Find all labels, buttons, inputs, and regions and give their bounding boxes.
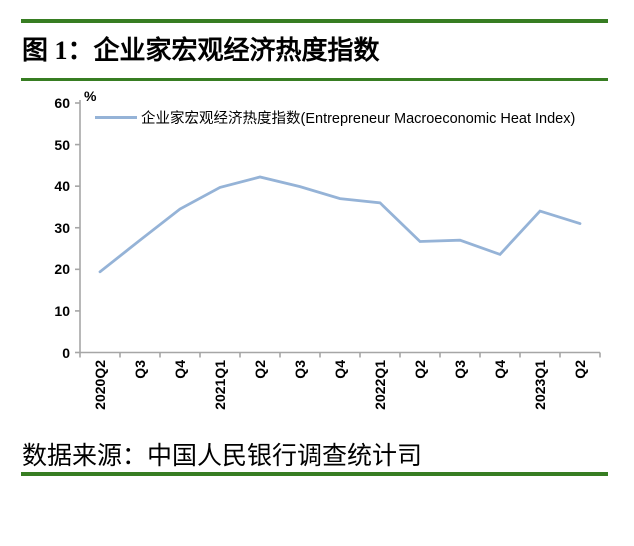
x-tick-label: 2022Q1 [372,360,388,410]
x-tick-label: 2021Q1 [212,360,228,410]
x-tick-label: Q4 [332,360,348,379]
top-divider [21,19,608,23]
x-tick-label: Q4 [492,360,508,379]
heat-index-line-chart: % 企业家宏观经济热度指数(Entrepreneur Macroeconomic… [0,88,634,433]
x-tick-label: Q2 [572,360,588,379]
x-tick-label: Q2 [412,360,428,379]
x-tick-label: Q4 [172,360,188,379]
y-tick-label: 30 [54,219,70,236]
x-tick-label: 2023Q1 [532,360,548,410]
y-tick-label: 20 [54,261,70,278]
figure-title: 图 1：企业家宏观经济热度指数 [22,36,380,65]
x-tick-label: Q3 [132,360,148,379]
title-divider [21,78,608,81]
chart-canvas [75,100,601,358]
y-tick-label: 40 [54,178,70,195]
y-tick-label: 50 [54,136,70,153]
legend-line-swatch [95,115,137,119]
y-tick-label: 10 [54,302,70,319]
heat-index-series-line [98,175,582,274]
x-tick-label: Q3 [452,360,468,379]
y-axis-unit-label: % [84,88,97,104]
x-tick-label: Q3 [292,360,308,379]
y-tick-label: 60 [54,95,70,111]
x-tick-label: 2020Q2 [92,360,108,410]
x-tick-label: Q2 [252,360,268,379]
legend-label: 企业家宏观经济热度指数(Entrepreneur Macroeconomic H… [141,110,576,127]
bottom-divider [21,472,608,476]
y-tick-label: 0 [62,344,70,361]
data-source-note: 数据来源：中国人民银行调查统计司 [22,443,423,470]
chart-legend: 企业家宏观经济热度指数(Entrepreneur Macroeconomic H… [95,108,576,127]
